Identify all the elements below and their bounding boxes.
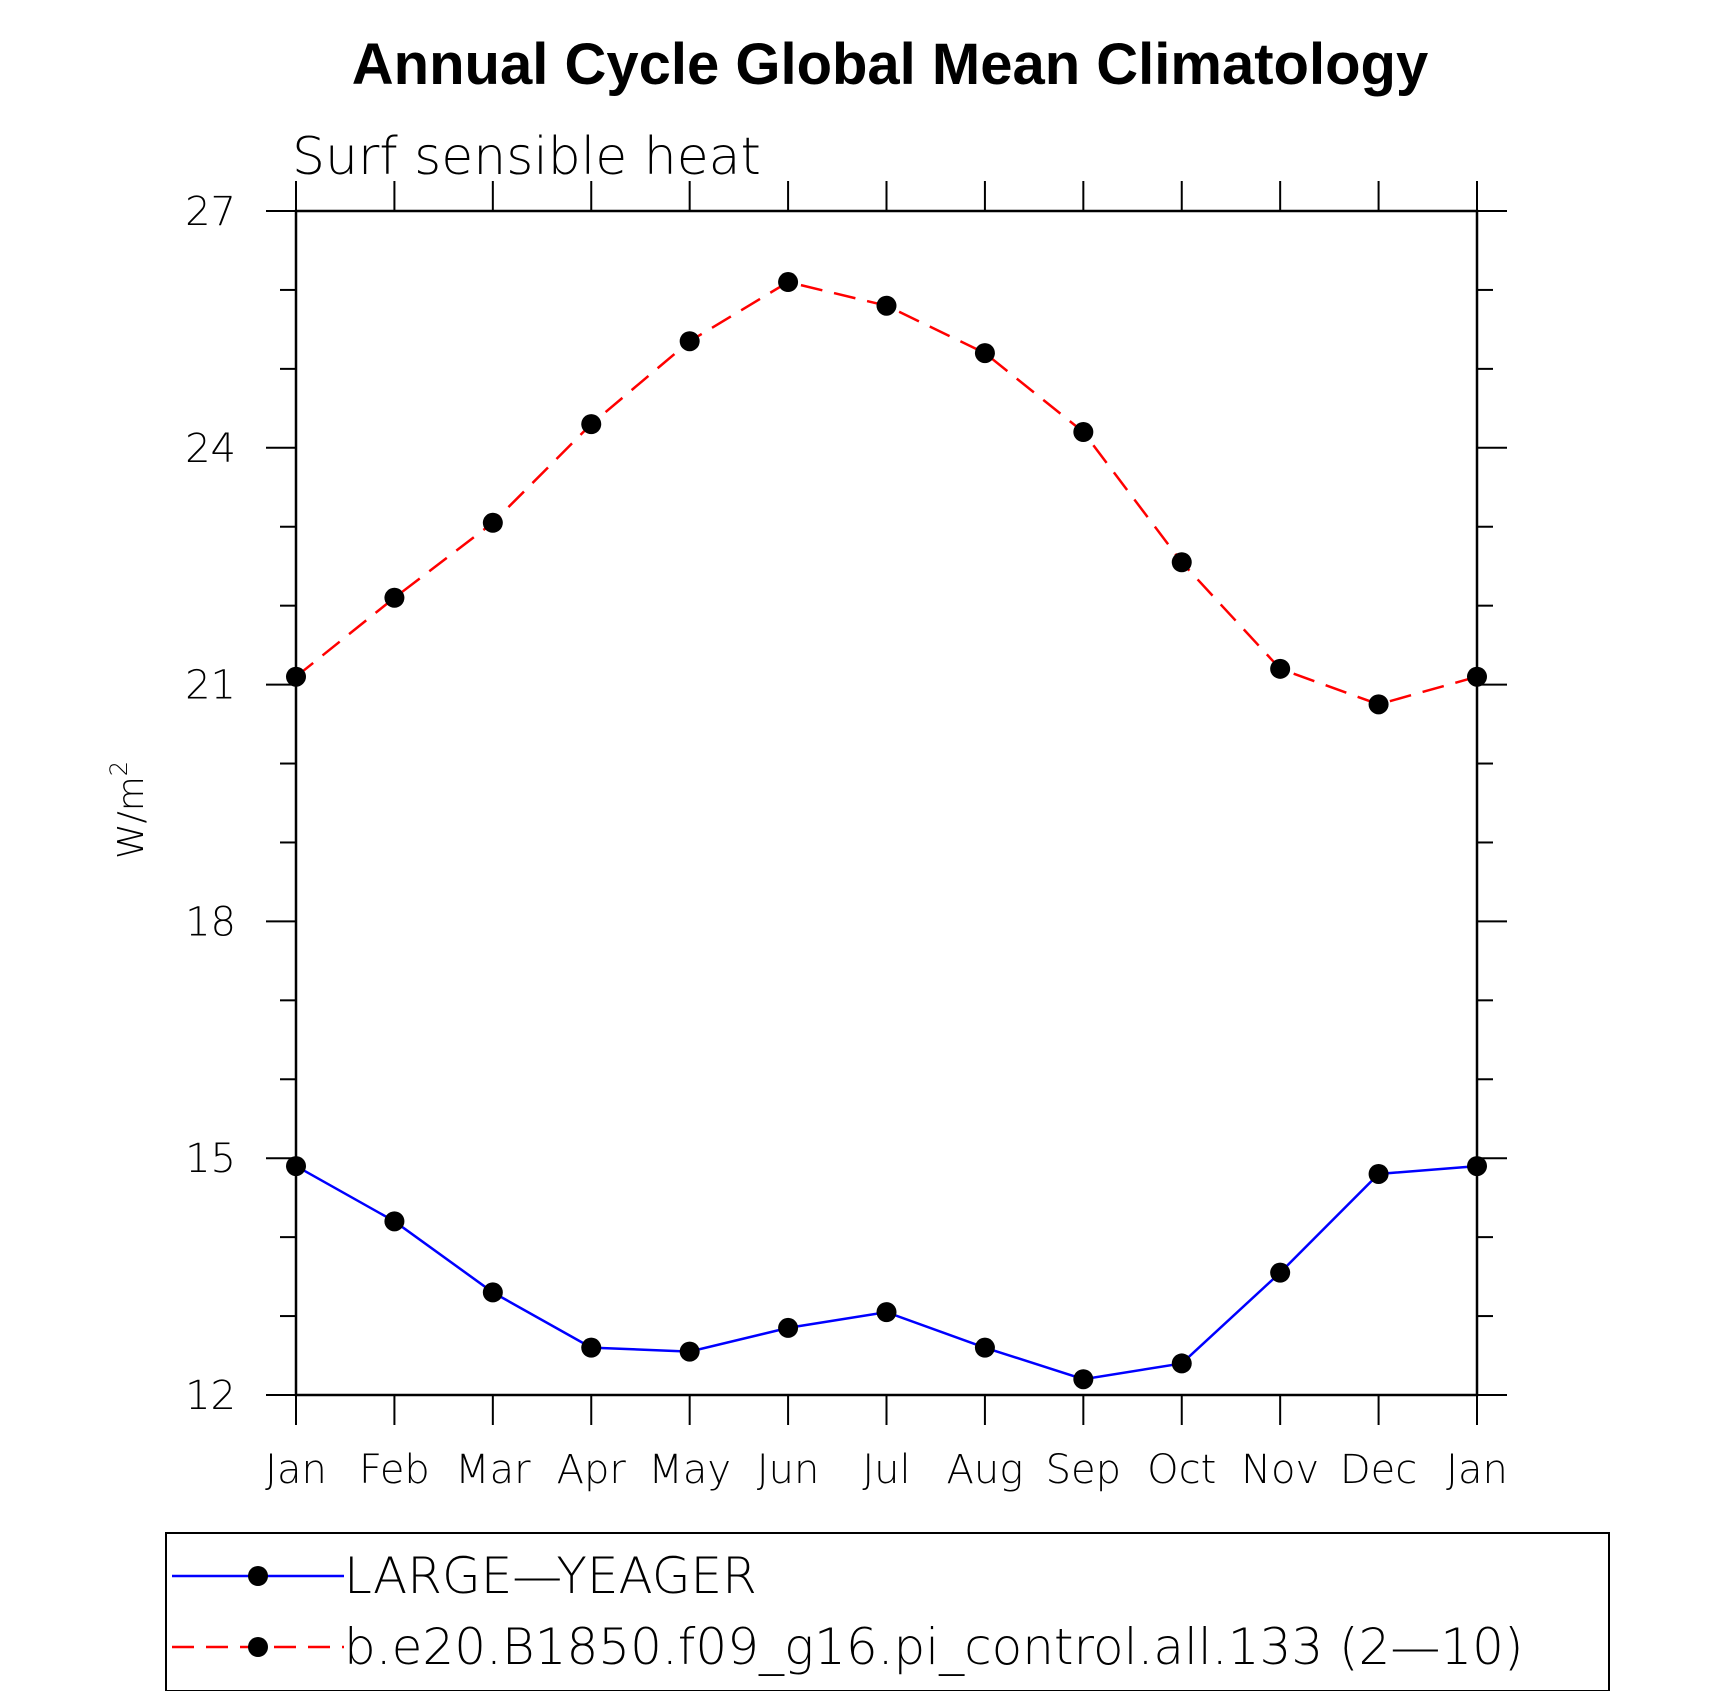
legend-entry-pi-control: b.e20.B1850.f09_g16.pi_control.all.133 (… bbox=[172, 1618, 1523, 1676]
data-point-large-yeager bbox=[384, 1211, 405, 1232]
x-tick-label: Oct bbox=[1147, 1447, 1216, 1493]
y-tick-label: 12 bbox=[185, 1373, 236, 1419]
x-tick-label: Nov bbox=[1241, 1447, 1319, 1493]
data-point-pi-control bbox=[974, 343, 995, 364]
chart-title: Annual Cycle Global Mean Climatology bbox=[352, 32, 1428, 97]
data-point-large-yeager bbox=[974, 1337, 995, 1358]
axes: 12 15 18 21 24 27 Jan Feb Mar Apr May Jun Jul Aug Sep O… bbox=[185, 181, 1508, 1493]
series-line-pi-control bbox=[295, 280, 1478, 706]
legend-marker-pi-control bbox=[248, 1637, 268, 1657]
x-tick-label: Jul bbox=[862, 1447, 910, 1493]
data-point-pi-control bbox=[1467, 666, 1487, 687]
data-point-large-yeager bbox=[778, 1317, 799, 1338]
legend: LARGE—YEAGER b.e20.B1850.f09_g16.pi_cont… bbox=[165, 1532, 1610, 1691]
x-tick-label: May bbox=[648, 1447, 731, 1493]
y-tick-label: 27 bbox=[185, 189, 236, 235]
data-point-pi-control bbox=[778, 272, 799, 293]
data-point-pi-control bbox=[384, 587, 405, 608]
data-point-pi-control bbox=[1171, 552, 1192, 573]
y-tick-label: 21 bbox=[185, 663, 236, 709]
x-tick-label: Jan bbox=[1446, 1447, 1508, 1493]
x-tick-label: Feb bbox=[359, 1447, 430, 1493]
legend-frame bbox=[165, 1532, 1610, 1691]
legend-label-pi-control: b.e20.B1850.f09_g16.pi_control.all.133 (… bbox=[344, 1618, 1523, 1676]
y-axis-label: W/m2 bbox=[105, 761, 152, 859]
data-point-pi-control bbox=[1270, 658, 1291, 679]
data-point-pi-control bbox=[482, 512, 503, 533]
data-point-pi-control bbox=[1073, 422, 1094, 443]
x-tick-label: Jan bbox=[265, 1447, 327, 1493]
series-line-large-yeager bbox=[295, 1164, 1478, 1381]
x-tick-label: Jun bbox=[757, 1447, 820, 1493]
data-point-pi-control bbox=[679, 331, 700, 352]
y-tick-label: 18 bbox=[185, 899, 236, 945]
data-point-large-yeager bbox=[1073, 1369, 1094, 1390]
data-point-pi-control bbox=[286, 666, 306, 687]
data-point-large-yeager bbox=[482, 1282, 503, 1303]
data-point-large-yeager bbox=[286, 1156, 306, 1177]
data-point-pi-control bbox=[876, 295, 897, 316]
y-axis-label-unit: W/m bbox=[111, 776, 152, 859]
chart-subtitle: Surf sensible heat bbox=[292, 127, 761, 187]
data-point-pi-control bbox=[1368, 694, 1389, 715]
series-layer bbox=[286, 272, 1487, 1390]
legend-label-large-yeager: LARGE—YEAGER bbox=[344, 1547, 757, 1605]
x-tick-label: Sep bbox=[1046, 1447, 1121, 1493]
data-point-large-yeager bbox=[679, 1341, 700, 1362]
x-tick-label: Apr bbox=[557, 1447, 627, 1493]
x-tick-label: Aug bbox=[947, 1447, 1024, 1493]
data-point-large-yeager bbox=[876, 1302, 897, 1323]
y-tick-label: 24 bbox=[185, 426, 236, 472]
data-point-large-yeager bbox=[1171, 1353, 1192, 1374]
data-point-pi-control bbox=[581, 414, 602, 435]
x-tick-label: Dec bbox=[1340, 1447, 1417, 1493]
y-axis-label-superscript: 2 bbox=[105, 761, 133, 776]
data-point-large-yeager bbox=[1270, 1262, 1291, 1283]
legend-entry-large-yeager: LARGE—YEAGER bbox=[172, 1547, 757, 1605]
x-tick-label: Mar bbox=[455, 1447, 531, 1493]
data-point-large-yeager bbox=[581, 1337, 602, 1358]
plot-frame bbox=[294, 209, 1479, 1397]
legend-marker-large-yeager bbox=[248, 1566, 268, 1586]
data-point-large-yeager bbox=[1467, 1156, 1487, 1177]
y-tick-label: 15 bbox=[185, 1136, 236, 1182]
data-point-large-yeager bbox=[1368, 1163, 1389, 1184]
